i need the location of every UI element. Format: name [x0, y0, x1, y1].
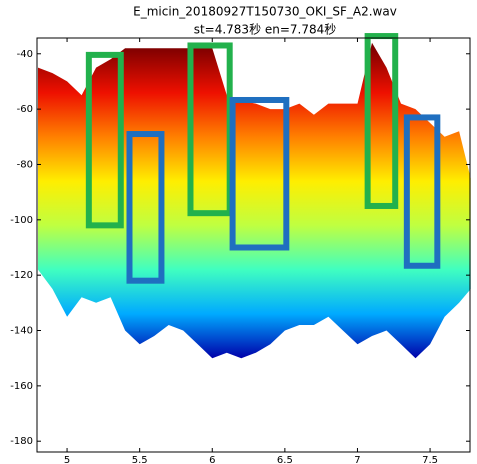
annotation-box: [85, 51, 124, 229]
x-tick-label: 6.5: [277, 455, 293, 464]
y-tick-label: -160: [10, 381, 33, 392]
y-tick-label: -60: [17, 104, 33, 115]
y-tick-label: -120: [10, 270, 33, 281]
annotation-box: [126, 131, 165, 284]
chart-subtitle: st=4.783秒 en=7.784秒: [194, 23, 337, 37]
x-tick-label: 5.5: [132, 455, 148, 464]
axes-box: [36, 37, 471, 453]
x-tick-label: 7: [354, 455, 360, 464]
annotation-box: [403, 114, 441, 269]
x-tick-label: 6: [209, 455, 215, 464]
y-tick-label: -100: [10, 215, 33, 226]
y-tick-label: -180: [10, 436, 33, 447]
chart-title: E_micin_20180927T150730_OKI_SF_A2.wav: [133, 5, 397, 19]
y-tick-label: -140: [10, 326, 33, 337]
annotation-box: [229, 96, 290, 251]
x-tick-label: 7.5: [422, 455, 438, 464]
y-tick-label: -40: [17, 49, 33, 60]
annotation-box: [364, 33, 399, 209]
x-tick-label: 5: [64, 455, 70, 464]
y-tick-label: -80: [17, 159, 33, 170]
